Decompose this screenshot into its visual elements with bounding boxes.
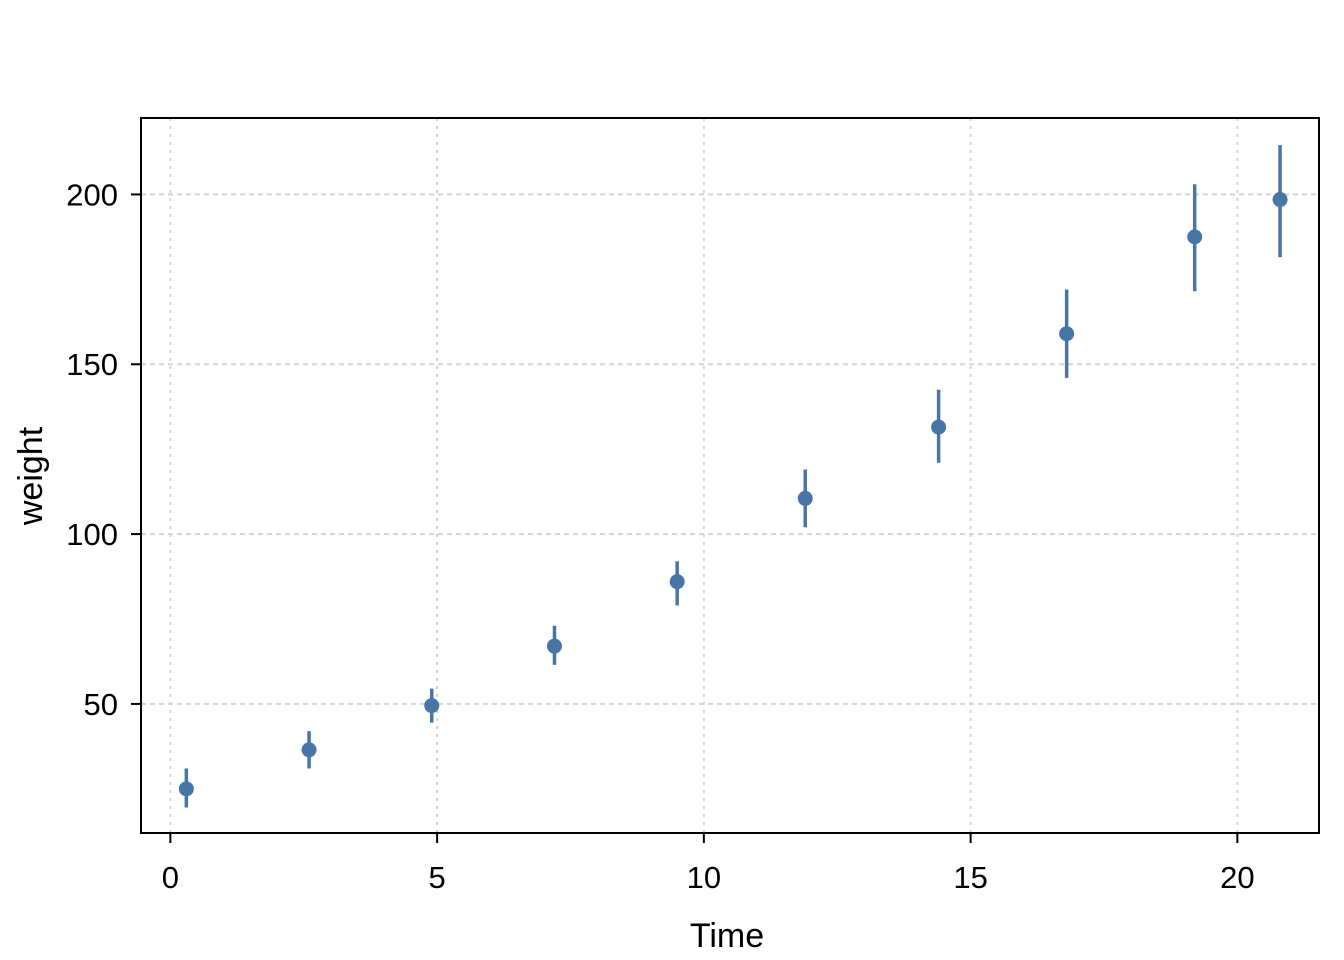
x-tick-label: 0 (162, 860, 179, 895)
data-point (1059, 326, 1075, 342)
y-tick-label: 100 (66, 517, 118, 552)
data-point (178, 781, 194, 797)
x-axis-title: Time (690, 917, 764, 955)
x-tick-label: 15 (953, 860, 987, 895)
x-tick-label: 5 (428, 860, 445, 895)
data-series-layer (178, 145, 1288, 808)
data-point (669, 574, 685, 590)
data-point (1272, 192, 1288, 208)
x-tick-label: 20 (1220, 860, 1254, 895)
panel-border (140, 117, 1320, 834)
tick-layer (131, 193, 1239, 843)
y-tick-label: 200 (66, 177, 118, 212)
data-point (797, 490, 813, 506)
x-tick-label: 10 (687, 860, 721, 895)
data-point (424, 698, 440, 714)
axis-label-layer: 0 5 10 15 20 50 100 150 200 (66, 177, 1254, 895)
y-tick-label: 50 (84, 687, 118, 722)
y-axis-title: weight (12, 426, 50, 526)
y-tick-label: 150 (66, 347, 118, 382)
data-point (546, 638, 562, 654)
data-point (931, 419, 947, 435)
grid-layer (141, 118, 1319, 833)
data-point (301, 742, 317, 758)
data-point (1187, 229, 1203, 245)
